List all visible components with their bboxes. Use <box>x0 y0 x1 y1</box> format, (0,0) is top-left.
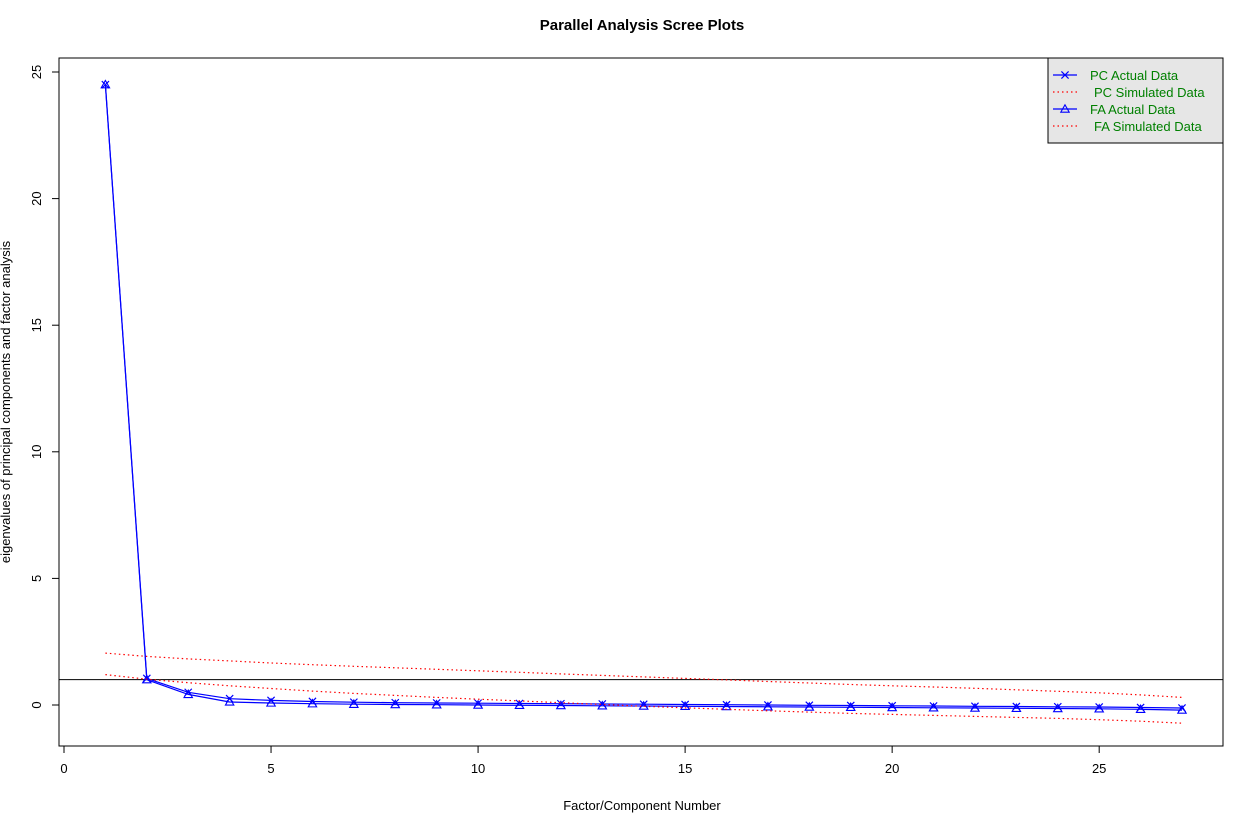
legend: PC Actual Data PC Simulated Data FA Actual… <box>1047 57 1224 144</box>
x-tick-label: 10 <box>471 761 485 776</box>
chart-title: Parallel Analysis Scree Plots <box>540 17 745 34</box>
data-point-triangle-marker <box>141 674 152 684</box>
series-4 <box>105 674 1183 724</box>
y-axis-label: eigenvalues of principal components and … <box>0 240 13 563</box>
x-tick-label: 20 <box>885 761 899 776</box>
series-layer <box>59 79 1223 724</box>
x-tick-label: 5 <box>267 761 274 776</box>
y-tick-label: 15 <box>29 318 44 332</box>
plot-frame <box>58 57 1224 747</box>
legend-entry-label: FA Actual Data <box>1090 102 1176 117</box>
data-point-triangle-marker <box>390 699 401 709</box>
y-tick-label: 0 <box>29 701 44 708</box>
data-point-triangle-marker <box>1011 702 1022 712</box>
legend-entry-label: PC Simulated Data <box>1094 85 1205 100</box>
series-2 <box>105 652 1183 698</box>
series-3 <box>100 79 1188 714</box>
legend-box <box>1047 57 1224 144</box>
series-line <box>105 652 1183 698</box>
x-axis-label: Factor/Component Number <box>563 798 721 813</box>
legend-x-marker-icon <box>1060 70 1070 80</box>
data-point-triangle-marker <box>1052 703 1063 713</box>
data-point-triangle-marker <box>928 702 939 712</box>
data-point-triangle-marker <box>845 701 856 711</box>
x-tick-label: 25 <box>1092 761 1106 776</box>
data-point-triangle-marker <box>348 698 359 708</box>
data-point-triangle-marker <box>514 699 525 709</box>
axes-layer: 0 5 10 15 20 25 0 5 10 15 20 25 <box>29 65 1106 776</box>
x-tick-label: 0 <box>60 761 67 776</box>
series-line <box>104 84 1183 711</box>
y-tick-label: 10 <box>29 445 44 459</box>
y-tick-label: 5 <box>29 575 44 582</box>
series-line <box>104 84 1183 709</box>
data-point-triangle-marker <box>431 699 442 709</box>
legend-entry-label: FA Simulated Data <box>1094 119 1202 134</box>
y-tick-label: 25 <box>29 65 44 79</box>
data-point-triangle-marker <box>638 700 649 710</box>
data-point-x-marker <box>101 80 110 89</box>
y-tick-label: 20 <box>29 191 44 205</box>
x-tick-label: 15 <box>678 761 692 776</box>
data-point-triangle-marker <box>555 700 567 710</box>
legend-triangle-marker-icon <box>1059 103 1071 113</box>
data-point-triangle-marker <box>969 702 981 712</box>
legend-entry-label: PC Actual Data <box>1090 68 1179 83</box>
series-1 <box>101 80 1187 713</box>
data-point-triangle-marker <box>762 701 774 711</box>
data-point-triangle-marker <box>1176 704 1188 714</box>
data-point-triangle-marker <box>183 689 194 699</box>
data-point-triangle-marker <box>679 700 691 710</box>
data-point-triangle-marker <box>472 699 484 709</box>
data-point-triangle-marker <box>307 698 318 708</box>
data-point-triangle-marker <box>1135 703 1146 714</box>
series-line <box>105 674 1183 724</box>
data-point-triangle-marker <box>597 700 608 710</box>
data-point-triangle-marker <box>224 696 235 706</box>
data-point-triangle-marker <box>1094 703 1105 713</box>
data-point-triangle-marker <box>804 701 815 711</box>
data-point-triangle-marker <box>265 697 277 707</box>
data-point-triangle-marker <box>887 702 898 712</box>
data-point-triangle-marker <box>100 79 111 89</box>
